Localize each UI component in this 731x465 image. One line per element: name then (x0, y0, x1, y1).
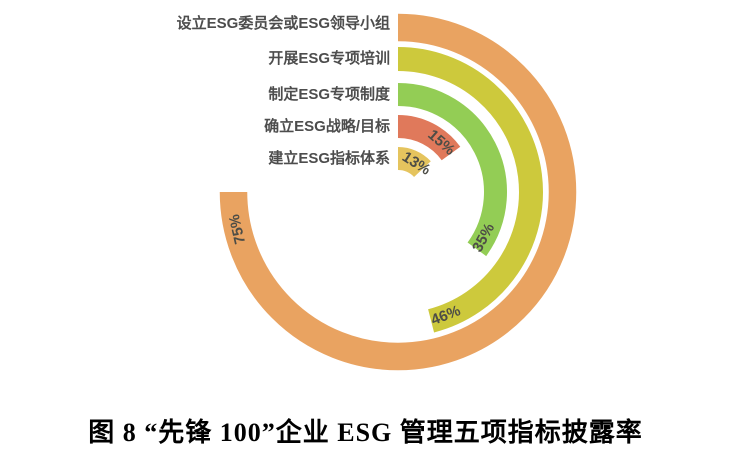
arc-3 (397, 115, 461, 161)
arc-0 (219, 13, 577, 371)
radial-bar-chart (219, 13, 577, 371)
arc-2 (397, 83, 507, 257)
category-label-esg-training: 开展ESG专项培训 (268, 50, 390, 67)
category-label-esg-committee: 设立ESG委员会或ESG领导小组 (176, 15, 390, 32)
category-label-esg-indicator-system: 建立ESG指标体系 (268, 150, 390, 167)
arc-1 (397, 47, 543, 333)
figure-caption: 图 8 “先锋 100”企业 ESG 管理五项指标披露率 (88, 418, 643, 447)
arc-4 (397, 147, 431, 178)
category-label-esg-policy: 制定ESG专项制度 (268, 86, 390, 103)
category-label-esg-strategy: 确立ESG战略/目标 (264, 118, 390, 135)
